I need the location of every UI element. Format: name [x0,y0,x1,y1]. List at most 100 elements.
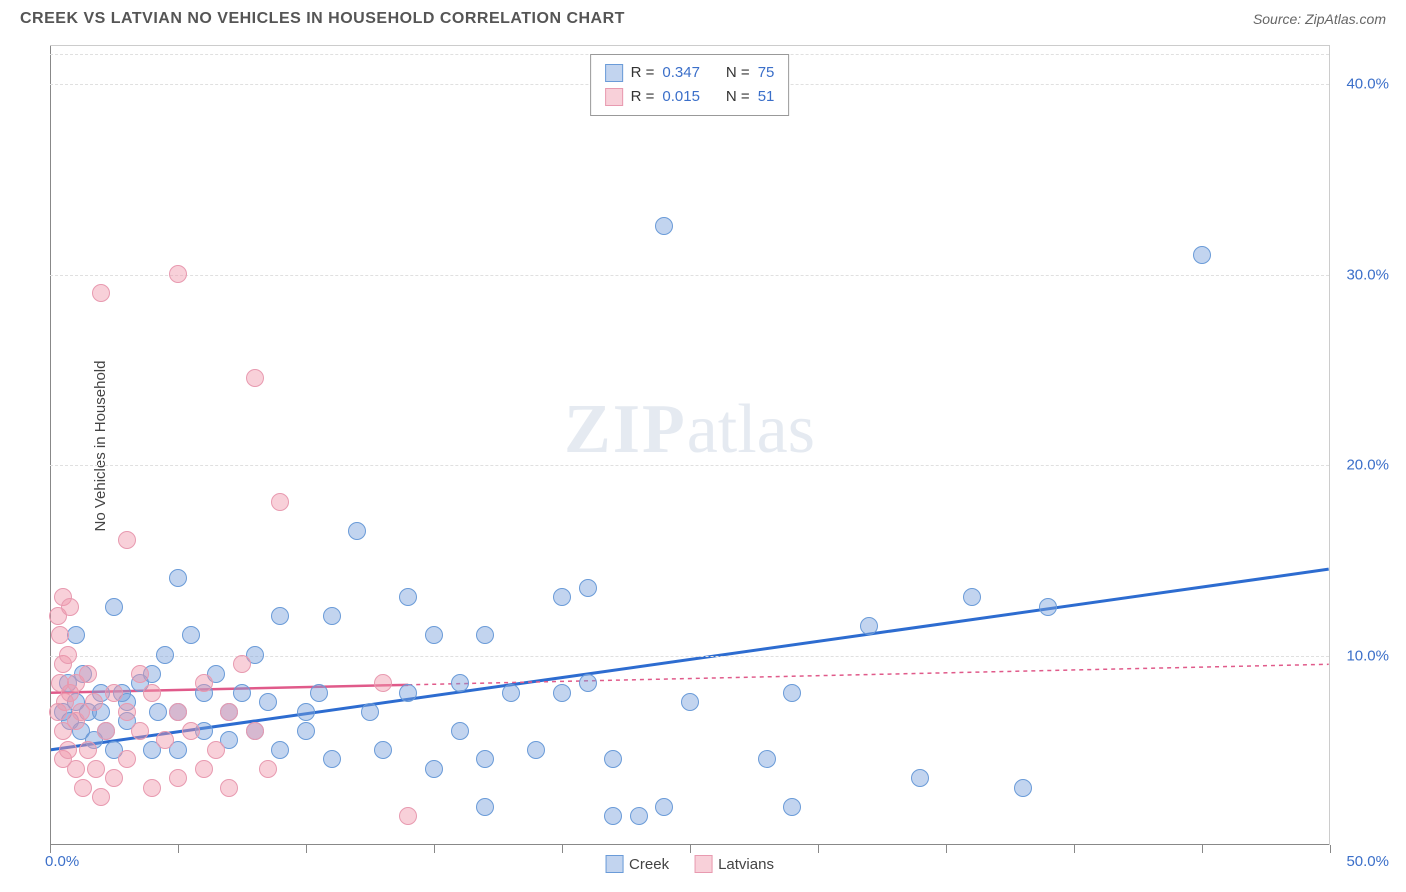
data-point [67,760,85,778]
x-tick [434,845,435,853]
data-point [348,522,366,540]
y-tick-label: 10.0% [1346,647,1389,664]
data-point [118,750,136,768]
legend-swatch [694,855,712,873]
watermark-zip: ZIP [564,391,687,468]
legend-swatch [605,855,623,873]
data-point [271,741,289,759]
data-point [604,807,622,825]
data-point [630,807,648,825]
data-point [758,750,776,768]
data-point [1014,779,1032,797]
data-point [374,674,392,692]
data-point [476,750,494,768]
watermark-atlas: atlas [687,391,815,468]
data-point [59,646,77,664]
data-point [604,750,622,768]
legend-n-label: N = [726,85,750,109]
data-point [246,369,264,387]
data-point [399,588,417,606]
data-point [195,760,213,778]
data-point [131,665,149,683]
data-point [297,703,315,721]
header: CREEK VS LATVIAN NO VEHICLES IN HOUSEHOL… [0,0,1406,33]
data-point [374,741,392,759]
data-point [579,674,597,692]
data-point [553,684,571,702]
data-point [97,722,115,740]
y-tick-label: 20.0% [1346,457,1389,474]
data-point [681,693,699,711]
data-point [963,588,981,606]
gridline [50,275,1329,276]
data-point [105,684,123,702]
data-point [156,646,174,664]
regression-lines [50,46,1329,845]
data-point [271,493,289,511]
data-point [1039,598,1057,616]
gridline [50,465,1329,466]
legend-n-label: N = [726,61,750,85]
legend-label: Creek [629,856,669,873]
data-point [297,722,315,740]
data-point [59,741,77,759]
y-axis [50,46,51,845]
data-point [399,807,417,825]
data-point [233,655,251,673]
legend-r-value: 0.015 [662,85,700,109]
legend-item: Latvians [694,855,774,873]
x-tick [306,845,307,853]
plot-area: ZIPatlas 10.0%20.0%30.0%40.0%0.0%50.0% [50,46,1329,845]
data-point [74,779,92,797]
legend-swatch [605,88,623,106]
data-point [579,579,597,597]
legend-r-value: 0.347 [662,61,700,85]
data-point [207,741,225,759]
legend-n-value: 75 [758,61,775,85]
data-point [51,626,69,644]
data-point [149,703,167,721]
data-point [451,674,469,692]
series-legend: Creek Latvians [605,855,774,873]
legend-n-value: 51 [758,85,775,109]
data-point [259,760,277,778]
data-point [271,607,289,625]
legend-row: R = 0.015 N = 51 [605,85,775,109]
legend-item: Creek [605,855,669,873]
data-point [143,684,161,702]
data-point [182,626,200,644]
chart-area: No Vehicles in Household ZIPatlas 10.0%2… [50,45,1330,845]
data-point [399,684,417,702]
data-point [220,779,238,797]
legend-r-label: R = [631,61,655,85]
data-point [246,722,264,740]
data-point [169,569,187,587]
data-point [182,722,200,740]
legend-row: R = 0.347 N = 75 [605,61,775,85]
data-point [310,684,328,702]
x-tick [50,845,51,853]
data-point [131,722,149,740]
x-tick [1202,845,1203,853]
x-tick [1330,845,1331,853]
x-tick [690,845,691,853]
data-point [527,741,545,759]
data-point [169,703,187,721]
data-point [323,607,341,625]
data-point [156,731,174,749]
data-point [169,769,187,787]
data-point [783,684,801,702]
data-point [476,798,494,816]
data-point [361,703,379,721]
watermark: ZIPatlas [564,390,815,470]
y-tick-label: 30.0% [1346,266,1389,283]
legend-swatch [605,64,623,82]
data-point [425,626,443,644]
data-point [233,684,251,702]
x-tick [178,845,179,853]
data-point [476,626,494,644]
data-point [169,265,187,283]
legend-r-label: R = [631,85,655,109]
data-point [655,798,673,816]
data-point [220,703,238,721]
